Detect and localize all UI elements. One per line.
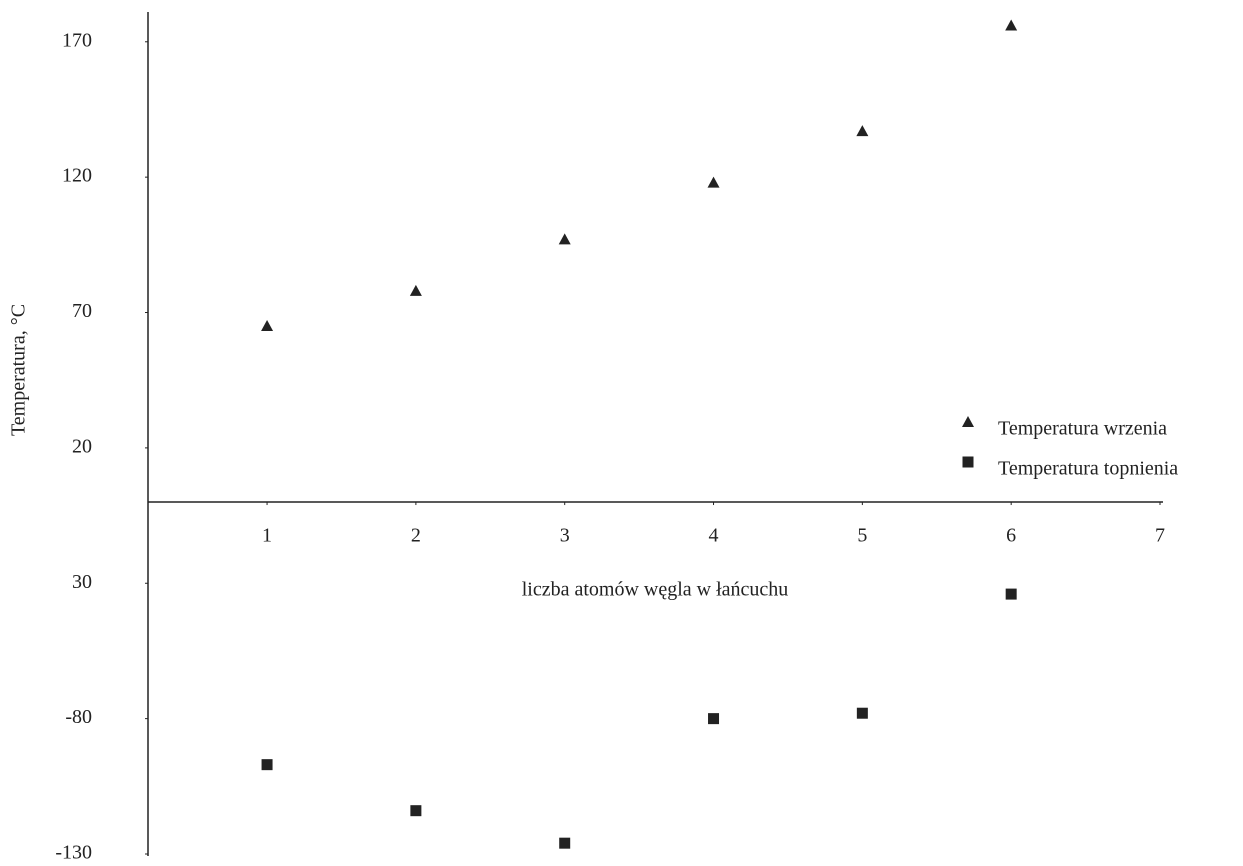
x-tick-label: 6 [1006, 525, 1016, 547]
y-tick-label: 70 [72, 300, 92, 322]
point [856, 707, 868, 719]
point [1005, 19, 1018, 31]
y-tick-label: -130 [55, 842, 92, 864]
point [261, 320, 274, 332]
legend-label: Temperatura topnienia [998, 458, 1178, 480]
y-tick-label: -80 [65, 706, 92, 728]
x-tick-label: 7 [1155, 525, 1165, 547]
x-tick-label: 2 [411, 525, 421, 547]
y-tick-label: 170 [62, 29, 92, 51]
legend-marker [962, 416, 974, 427]
point [409, 284, 422, 296]
x-tick-label: 3 [560, 525, 570, 547]
point [707, 176, 720, 188]
x-tick-label: 5 [857, 525, 867, 547]
x-tick-label: 1 [262, 525, 272, 547]
point [410, 805, 422, 817]
point [559, 837, 571, 849]
point [708, 713, 720, 725]
x-axis-label: liczba atomów węgla w łańcuchu [522, 579, 789, 601]
point [558, 233, 571, 245]
point [261, 759, 273, 771]
x-tick-label: 4 [709, 525, 719, 547]
point [856, 125, 869, 137]
y-tick-label: 120 [62, 165, 92, 187]
point [1005, 588, 1017, 600]
y-tick-label: 20 [72, 435, 92, 457]
legend-label: Temperatura wrzenia [998, 418, 1167, 440]
legend-marker [962, 456, 974, 468]
y-tick-label: 30 [72, 571, 92, 593]
y-axis-label: Temperatura, °C [8, 304, 30, 436]
